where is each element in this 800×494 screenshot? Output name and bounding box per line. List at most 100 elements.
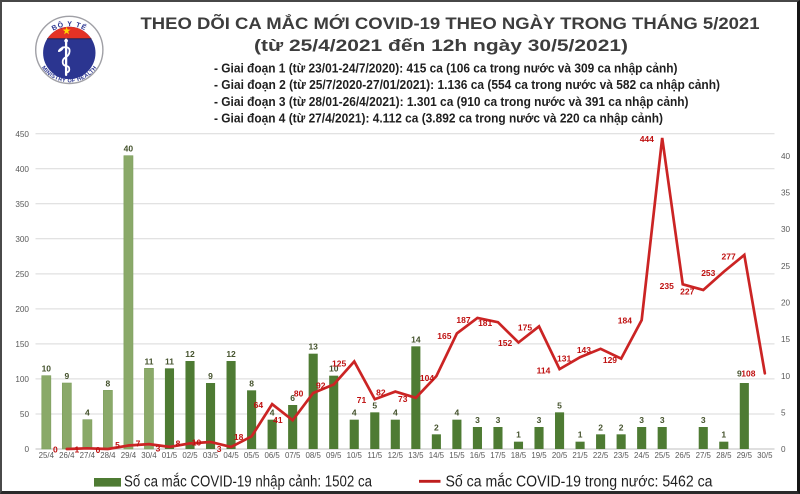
svg-text:30: 30 [781, 225, 791, 234]
svg-text:181: 181 [478, 318, 492, 328]
svg-text:25/4: 25/4 [39, 451, 55, 460]
svg-text:29/5: 29/5 [737, 451, 753, 460]
svg-text:Số ca mắc COVID-19 nhập cảnh:: Số ca mắc COVID-19 nhập cảnh: 1502 ca [124, 474, 372, 491]
svg-text:20/5: 20/5 [552, 451, 568, 460]
svg-text:- Giai đoạn 4 (từ 27/4/2021):: - Giai đoạn 4 (từ 27/4/2021): 4.112 ca (… [214, 111, 663, 126]
svg-text:300: 300 [15, 235, 29, 244]
svg-text:1: 1 [721, 430, 726, 440]
svg-text:200: 200 [15, 305, 29, 314]
svg-text:10/5: 10/5 [347, 451, 363, 460]
svg-text:1: 1 [578, 430, 583, 440]
svg-text:35: 35 [781, 189, 791, 198]
svg-text:0: 0 [53, 445, 58, 455]
svg-text:27/5: 27/5 [696, 451, 712, 460]
svg-text:3: 3 [537, 415, 542, 425]
svg-text:3: 3 [639, 415, 644, 425]
svg-text:12/5: 12/5 [388, 451, 404, 460]
svg-text:14: 14 [411, 334, 421, 344]
svg-text:7: 7 [136, 439, 141, 449]
svg-text:19/5: 19/5 [531, 451, 547, 460]
svg-text:2: 2 [434, 422, 439, 432]
svg-text:26/5: 26/5 [675, 451, 691, 460]
svg-text:9: 9 [737, 369, 742, 379]
svg-text:12: 12 [226, 349, 236, 359]
svg-text:50: 50 [20, 410, 30, 419]
svg-text:26/4: 26/4 [59, 451, 75, 460]
svg-text:11/5: 11/5 [367, 451, 382, 460]
svg-text:06/5: 06/5 [264, 451, 280, 460]
svg-text:114: 114 [537, 366, 551, 376]
svg-text:07/5: 07/5 [285, 451, 301, 460]
svg-text:187: 187 [456, 315, 470, 325]
svg-text:30/5: 30/5 [757, 451, 773, 460]
svg-text:13/5: 13/5 [408, 451, 424, 460]
svg-text:100: 100 [15, 375, 29, 384]
svg-text:450: 450 [15, 130, 29, 139]
svg-text:2: 2 [598, 422, 603, 432]
svg-text:4: 4 [393, 408, 398, 418]
svg-text:125: 125 [332, 358, 346, 368]
svg-text:13: 13 [308, 342, 318, 352]
svg-text:11: 11 [165, 356, 174, 366]
svg-text:24/5: 24/5 [634, 451, 650, 460]
svg-text:8: 8 [176, 438, 181, 448]
svg-text:3: 3 [496, 415, 501, 425]
svg-text:23/5: 23/5 [613, 451, 629, 460]
svg-text:03/5: 03/5 [203, 451, 219, 460]
svg-text:0: 0 [781, 445, 786, 454]
svg-text:9: 9 [208, 371, 213, 381]
svg-text:143: 143 [577, 345, 591, 355]
svg-text:40: 40 [124, 144, 134, 154]
svg-text:277: 277 [722, 251, 736, 261]
svg-text:104: 104 [420, 373, 434, 383]
svg-text:2: 2 [619, 422, 624, 432]
svg-text:22/5: 22/5 [593, 451, 609, 460]
svg-text:3: 3 [660, 415, 665, 425]
svg-text:15/5: 15/5 [449, 451, 465, 460]
svg-text:4: 4 [455, 408, 460, 418]
svg-text:350: 350 [15, 200, 29, 209]
svg-text:400: 400 [15, 165, 29, 174]
svg-text:5: 5 [781, 409, 786, 418]
svg-text:235: 235 [660, 281, 674, 291]
svg-text:8: 8 [249, 378, 254, 388]
svg-text:BỘ Y TẾ: BỘ Y TẾ [51, 20, 89, 33]
svg-text:18/5: 18/5 [511, 451, 527, 460]
svg-text:152: 152 [498, 338, 512, 348]
svg-text:3: 3 [701, 415, 706, 425]
svg-text:253: 253 [701, 268, 715, 278]
svg-text:4: 4 [270, 408, 275, 418]
svg-text:3: 3 [156, 443, 161, 453]
svg-text:- Giai đoạn 1 (từ 23/01-24/7/2: - Giai đoạn 1 (từ 23/01-24/7/2020): 415 … [214, 60, 678, 75]
svg-text:0: 0 [96, 445, 101, 455]
svg-text:71: 71 [357, 395, 367, 405]
svg-text:5: 5 [115, 440, 120, 450]
svg-text:04/5: 04/5 [223, 451, 239, 460]
svg-text:THEO DÕI CA MẮC MỚI COVID-19 T: THEO DÕI CA MẮC MỚI COVID-19 THEO NGÀY T… [141, 13, 760, 33]
svg-text:250: 250 [15, 270, 29, 279]
svg-text:10: 10 [192, 437, 202, 447]
svg-text:5: 5 [372, 400, 377, 410]
svg-text:28/4: 28/4 [100, 451, 116, 460]
svg-text:6: 6 [290, 393, 295, 403]
svg-text:25/5: 25/5 [655, 451, 671, 460]
svg-text:30/4: 30/4 [141, 451, 157, 460]
svg-text:(từ 25/4/2021 đến 12h ngày 30/: (từ 25/4/2021 đến 12h ngày 30/5/2021) [254, 36, 628, 55]
svg-text:29/4: 29/4 [121, 451, 137, 460]
svg-text:150: 150 [15, 340, 29, 349]
svg-text:Số ca mắc COVID-19 trong nước:: Số ca mắc COVID-19 trong nước: 5462 ca [446, 474, 713, 491]
svg-text:15: 15 [781, 335, 791, 344]
svg-text:4: 4 [85, 408, 90, 418]
svg-text:82: 82 [376, 388, 386, 398]
svg-text:131: 131 [557, 354, 571, 364]
svg-text:1: 1 [74, 444, 79, 454]
svg-text:20: 20 [781, 299, 791, 308]
svg-text:02/5: 02/5 [182, 451, 198, 460]
svg-text:184: 184 [618, 315, 632, 325]
svg-text:3: 3 [217, 444, 222, 454]
svg-text:92: 92 [316, 381, 326, 391]
svg-text:11: 11 [144, 356, 153, 366]
svg-text:4: 4 [352, 408, 357, 418]
svg-text:10: 10 [329, 364, 339, 374]
svg-text:175: 175 [518, 322, 532, 332]
